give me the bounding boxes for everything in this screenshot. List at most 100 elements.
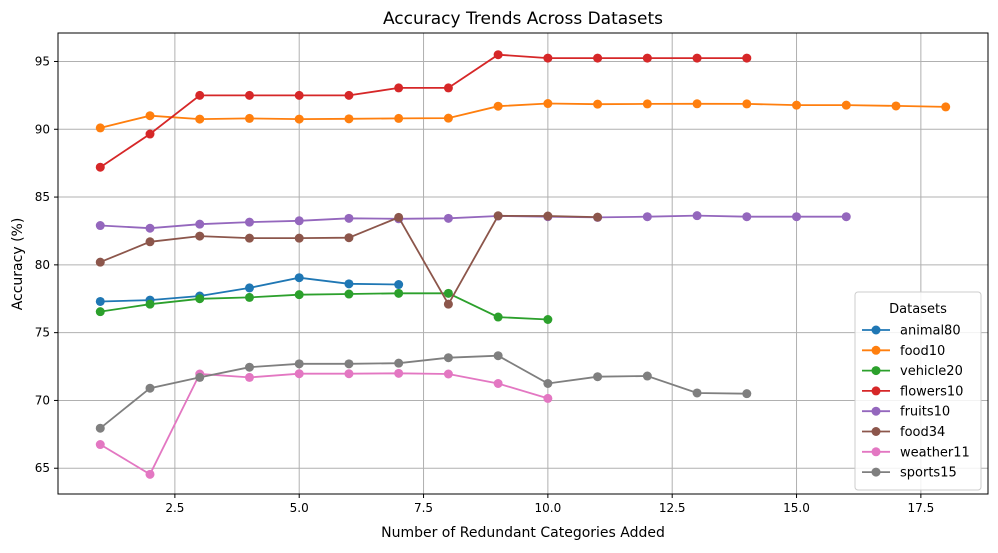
legend-label: food10 (900, 344, 945, 359)
chart-title: Accuracy Trends Across Datasets (383, 9, 663, 29)
legend-label: animal80 (900, 324, 961, 339)
grid (58, 33, 988, 494)
data-point-food34 (593, 212, 603, 222)
data-point-food10 (443, 113, 453, 123)
legend-entry-weather11: weather11 (862, 445, 970, 460)
legend-entry-sports15: sports15 (862, 466, 957, 481)
data-point-flowers10 (294, 90, 304, 100)
legend-entries: animal80 food10 vehicle20 flowers10 fruits10… (862, 324, 970, 481)
data-point-food10 (692, 99, 702, 109)
legend-label: weather11 (900, 445, 970, 460)
x-axis-ticks: 2.5 5.0 7.5 10.0 12.5 15.0 17.5 (165, 494, 934, 515)
plot-frame (57, 32, 989, 495)
y-tick-label: 95 (35, 54, 50, 68)
legend-entry-food10: food10 (862, 344, 945, 359)
data-point-sports15 (642, 371, 652, 381)
legend-box (854, 291, 982, 491)
data-point-fruits10 (742, 212, 752, 222)
data-point-vehicle20 (244, 292, 254, 302)
series-line-flowers10 (99, 53, 747, 168)
data-point-fruits10 (443, 213, 453, 223)
data-point-sports15 (742, 389, 752, 399)
series-line-weather11 (99, 372, 549, 476)
data-point-food10 (294, 114, 304, 124)
data-point-flowers10 (543, 53, 553, 63)
data-point-vehicle20 (394, 288, 404, 298)
data-point-food10 (493, 101, 503, 111)
data-point-animal80 (244, 283, 254, 293)
data-point-animal80 (394, 280, 404, 290)
y-tick-label: 75 (35, 326, 50, 340)
legend-label: sports15 (900, 466, 957, 481)
data-point-vehicle20 (344, 289, 354, 299)
legend-label: flowers10 (900, 384, 963, 399)
y-tick-label: 85 (35, 190, 50, 204)
data-point-weather11 (145, 469, 155, 479)
legend-label: vehicle20 (900, 364, 963, 379)
x-tick-label: 5.0 (290, 501, 309, 515)
data-point-weather11 (95, 440, 105, 450)
data-point-food10 (543, 99, 553, 109)
data-point-sports15 (543, 378, 553, 388)
series-sports15 (95, 351, 752, 433)
data-point-fruits10 (244, 217, 254, 227)
data-point-sports15 (294, 359, 304, 369)
legend-swatch-marker (871, 467, 881, 477)
y-tick-label: 90 (35, 122, 50, 136)
data-point-weather11 (443, 369, 453, 379)
y-axis-ticks: 65 70 75 80 85 90 95 (35, 54, 58, 475)
data-point-animal80 (95, 296, 105, 306)
data-point-food34 (145, 237, 155, 247)
data-point-flowers10 (145, 129, 155, 139)
data-point-weather11 (543, 393, 553, 403)
data-point-vehicle20 (543, 314, 553, 324)
data-point-animal80 (344, 279, 354, 289)
data-point-vehicle20 (294, 290, 304, 300)
data-point-weather11 (493, 378, 503, 388)
data-point-vehicle20 (443, 288, 453, 298)
data-point-food34 (493, 211, 503, 221)
series-line-fruits10 (100, 214, 847, 230)
x-tick-label: 2.5 (165, 501, 184, 515)
data-point-food34 (443, 299, 453, 309)
data-point-food10 (344, 114, 354, 124)
data-point-sports15 (593, 372, 603, 382)
data-point-fruits10 (344, 213, 354, 223)
series-line-sports15 (99, 354, 747, 429)
data-point-food10 (792, 100, 802, 110)
data-point-fruits10 (642, 212, 652, 222)
data-point-weather11 (294, 369, 304, 379)
data-point-sports15 (692, 388, 702, 398)
data-point-sports15 (95, 423, 105, 433)
data-point-flowers10 (642, 53, 652, 63)
data-point-weather11 (244, 372, 254, 382)
y-tick-label: 65 (35, 461, 50, 475)
data-point-fruits10 (195, 219, 205, 229)
data-point-food34 (394, 212, 404, 222)
data-point-food10 (841, 100, 851, 110)
legend-swatch-marker (871, 447, 881, 457)
legend-entry-food34: food34 (862, 425, 945, 440)
series-flowers10 (95, 50, 752, 172)
series-vehicle20 (95, 288, 553, 324)
series-lines (95, 50, 951, 479)
data-point-sports15 (145, 383, 155, 393)
data-point-food10 (891, 101, 901, 111)
data-point-sports15 (244, 362, 254, 372)
legend-swatch-marker (871, 427, 881, 436)
legend-entry-flowers10: flowers10 (862, 384, 963, 399)
series-line-vehicle20 (100, 292, 548, 321)
data-point-flowers10 (95, 162, 105, 172)
data-point-food10 (394, 113, 404, 123)
legend-title: Datasets (889, 302, 947, 317)
data-point-fruits10 (145, 223, 155, 233)
data-point-food10 (941, 102, 951, 112)
data-point-flowers10 (443, 83, 453, 93)
data-point-vehicle20 (195, 294, 205, 304)
data-point-sports15 (195, 372, 205, 382)
legend-entry-vehicle20: vehicle20 (862, 364, 963, 379)
data-point-food10 (593, 99, 603, 109)
data-point-sports15 (394, 358, 404, 368)
